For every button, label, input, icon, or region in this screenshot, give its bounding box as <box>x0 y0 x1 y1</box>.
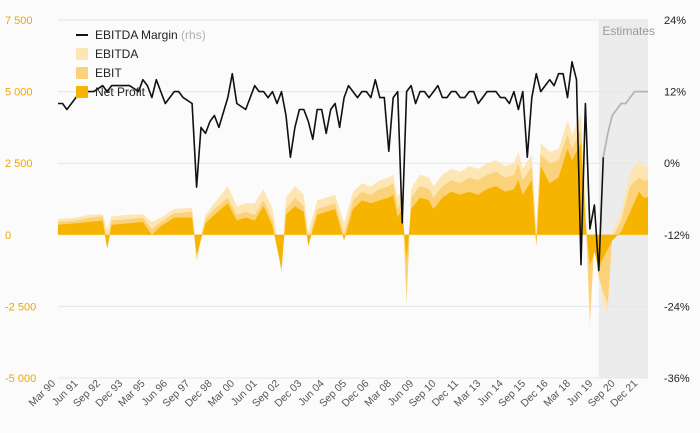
line-series <box>58 61 648 272</box>
legend-label: Net Profit <box>95 85 146 99</box>
ebitda-margin-estimate-line <box>602 90 648 158</box>
estimates-label: Estimates <box>602 24 655 38</box>
legend-swatch-net-profit <box>76 86 88 98</box>
left-tick-label: 5 000 <box>5 87 33 99</box>
left-axis: 7 500 5 000 2 500 0 -2 500 -5 000 <box>5 15 36 385</box>
ebitda-margin-line <box>58 61 605 272</box>
right-tick-label: -12% <box>664 230 690 242</box>
legend-swatch-ebitda <box>76 48 88 60</box>
right-tick-label: 0% <box>664 158 680 170</box>
legend: EBITDA Margin (rhs) EBITDA EBIT Net Profit <box>76 28 206 99</box>
net-profit-area <box>58 143 648 270</box>
left-tick-label: 0 <box>5 230 11 242</box>
left-tick-label: 7 500 <box>5 15 33 27</box>
right-tick-label: 12% <box>664 87 686 99</box>
left-tick-label: -2 500 <box>5 301 36 313</box>
legend-label: EBIT <box>95 66 122 80</box>
legend-label: EBITDA <box>95 47 138 61</box>
right-axis: 24% 12% 0% -12% -24% -36% <box>664 15 690 385</box>
left-tick-label: -5 000 <box>5 373 36 385</box>
legend-swatch-ebit <box>76 67 88 79</box>
area-series <box>58 114 648 330</box>
right-tick-label: 24% <box>664 15 686 27</box>
right-tick-label: -36% <box>664 373 690 385</box>
left-tick-label: 2 500 <box>5 158 33 170</box>
right-tick-label: -24% <box>664 301 690 313</box>
legend-label: EBITDA Margin (rhs) <box>95 28 206 42</box>
